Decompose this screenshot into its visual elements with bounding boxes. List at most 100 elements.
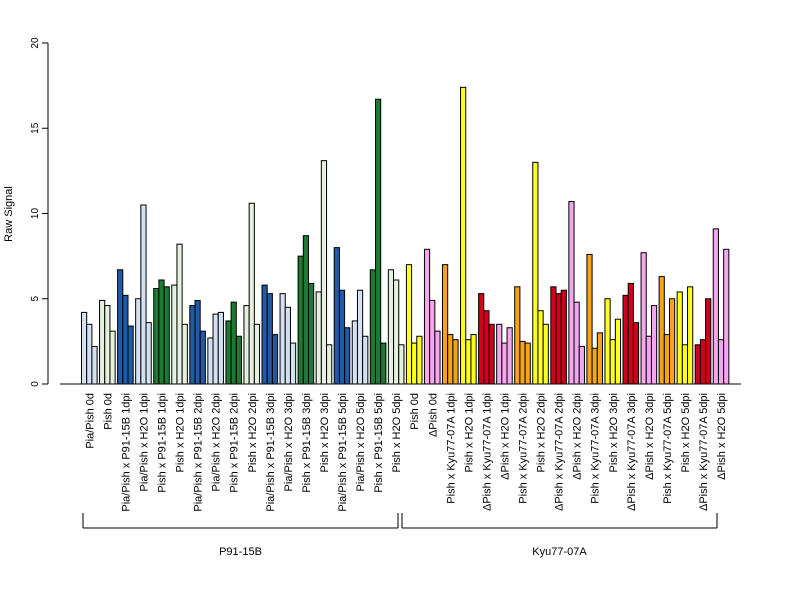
- category-label: Pish x P91-15B 2dpi: [229, 393, 241, 493]
- bar: [158, 279, 165, 385]
- group-label: Kyu77-07A: [532, 546, 587, 558]
- bar: [537, 310, 544, 385]
- bar: [284, 306, 291, 385]
- bar: [586, 253, 593, 385]
- bar: [189, 305, 196, 385]
- category-label: Pish x H2O 2dpi: [247, 393, 259, 472]
- bar: [470, 334, 477, 385]
- bar: [104, 305, 111, 385]
- category-label: Pia/Pish x P91-15B 1dpi: [120, 393, 132, 512]
- bar: [519, 340, 526, 385]
- y-tick-label: 20: [30, 37, 41, 49]
- bar: [171, 284, 178, 385]
- bar: [261, 284, 268, 385]
- category-label: Pia/Pish x H2O 2dpi: [211, 393, 223, 491]
- category-label: Pish 0d: [102, 393, 114, 430]
- bar: [109, 330, 116, 385]
- bar: [568, 201, 575, 385]
- bar: [302, 235, 309, 385]
- bar: [442, 264, 449, 385]
- bar: [225, 320, 232, 385]
- bar: [712, 228, 719, 385]
- bar: [243, 305, 250, 385]
- category-label: ΔPish x H2O 5dpi: [716, 393, 728, 480]
- category-label: Pish x H2O 2dpi: [536, 393, 548, 472]
- bar: [645, 335, 652, 385]
- bar: [181, 323, 188, 385]
- bars: [81, 86, 730, 385]
- bar: [140, 204, 147, 385]
- category-label: ΔPish x H2O 1dpi: [499, 393, 511, 480]
- bar: [411, 342, 418, 385]
- bar: [627, 282, 634, 385]
- bar: [235, 335, 243, 385]
- category-label: ΔPish x Kyu77-07A 1dpi: [481, 393, 493, 511]
- bar: [127, 325, 134, 385]
- category-label: Pia/Pish x H2O 1dpi: [138, 393, 150, 491]
- bar: [640, 252, 647, 385]
- category-label: Pish x P91-15B 3dpi: [301, 393, 313, 493]
- bar: [230, 301, 237, 385]
- bar: [405, 264, 413, 385]
- bar: [694, 344, 701, 385]
- bar: [344, 327, 351, 385]
- category-label: Pia/Pish x H2O 5dpi: [355, 393, 367, 491]
- category-label: Pia/Pish x P91-15B 3dpi: [265, 393, 277, 512]
- category-label: ΔPish x H2O 3dpi: [644, 393, 656, 480]
- bar: [279, 293, 286, 385]
- bar: [429, 299, 436, 385]
- category-label: Pish x H2O 1dpi: [463, 393, 475, 472]
- bar: [465, 339, 472, 385]
- bar: [687, 286, 694, 385]
- bar: [416, 335, 423, 385]
- category-label: Pish 0d: [409, 393, 421, 430]
- bar: [452, 339, 459, 385]
- bar: [393, 279, 400, 385]
- bar: [578, 345, 585, 385]
- bar: [356, 289, 364, 385]
- bar: [398, 344, 405, 385]
- bar: [91, 345, 98, 385]
- category-labels: Pia/Pish 0d Pish 0d Pia/Pish x P91-15B 1dp…: [84, 393, 728, 512]
- category-label: ΔPish 0d: [427, 393, 439, 437]
- category-label: Pish x P91-15B 1dpi: [157, 393, 169, 493]
- bar: [681, 344, 689, 385]
- bar: [622, 294, 629, 385]
- bar: [369, 269, 376, 385]
- bar: [117, 269, 124, 385]
- bar: [248, 202, 255, 385]
- group-label: P91-15B: [219, 546, 262, 558]
- bar: [207, 337, 214, 385]
- category-label: Pish x H2O 1dpi: [175, 393, 187, 472]
- bar: [632, 322, 640, 385]
- category-label: Pish x H2O 5dpi: [680, 393, 692, 472]
- bar: [320, 160, 328, 385]
- bar: [308, 282, 315, 385]
- bar: [199, 330, 206, 385]
- bar: [447, 334, 454, 385]
- bar: [650, 305, 658, 385]
- bar: [253, 323, 261, 385]
- category-label: ΔPish x Kyu77-07A 3dpi: [626, 393, 638, 511]
- bar: [506, 327, 513, 385]
- category-label: Pish x Kyu77-07A 3dpi: [590, 393, 602, 504]
- bar: [658, 276, 665, 385]
- bar: [663, 334, 670, 385]
- bar: [524, 342, 531, 385]
- bar: [609, 339, 616, 385]
- bar: [81, 311, 88, 385]
- bar: [560, 289, 567, 385]
- bar: [86, 323, 93, 385]
- bar: [676, 291, 683, 385]
- y-axis-title: Raw Signal: [3, 186, 15, 242]
- bar: [194, 299, 201, 385]
- bar: [326, 344, 333, 385]
- y-tick-label: 0: [30, 381, 41, 387]
- y-tick-label: 10: [30, 208, 41, 220]
- category-label: Pish x Kyu77-07A 1dpi: [445, 393, 457, 504]
- bar: [163, 286, 170, 385]
- bar: [315, 291, 322, 385]
- bar: [153, 288, 160, 385]
- category-label: Pia/Pish x P91-15B 2dpi: [193, 393, 205, 512]
